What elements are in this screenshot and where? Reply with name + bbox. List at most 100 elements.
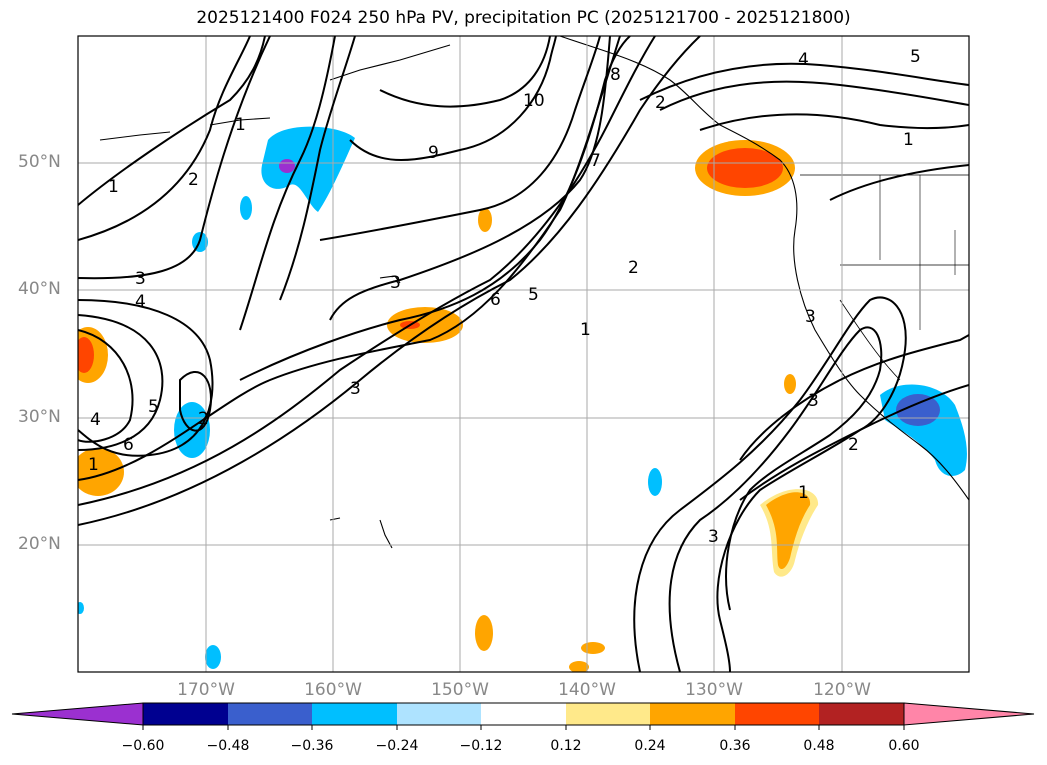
colorbar-segment [143, 703, 228, 725]
contour-label: 3 [390, 273, 401, 293]
aleutian-islands [99, 44, 451, 141]
contour-3-loop [179, 370, 212, 432]
precip-neg-small-4 [205, 645, 221, 669]
precip-blob-small-4 [569, 661, 589, 672]
precip-neg-small-5 [78, 602, 84, 614]
colorbar-tick-label: −0.36 [290, 738, 334, 754]
lon-label-120w: 120°W [813, 680, 871, 700]
contour-6-main [279, 36, 356, 301]
lat-label-30n: 30°N [18, 407, 61, 427]
precip-blob-pacific-nw-core [707, 148, 783, 188]
contour-label: 1 [88, 455, 99, 475]
state-borders [879, 175, 956, 330]
contour-label: 1 [580, 320, 591, 340]
precip-neg-small-1 [240, 196, 252, 220]
colorbar [11, 702, 1035, 730]
contour-8-main [319, 36, 601, 241]
colorbar-tick-label: 0.36 [719, 738, 751, 754]
lat-label-20n: 20°N [18, 534, 61, 554]
colorbar-segment [650, 703, 735, 725]
contour-label: 1 [108, 177, 119, 197]
contour-1-northeast [699, 113, 969, 131]
contour-label: 6 [490, 290, 501, 310]
contour-4-west [78, 299, 214, 457]
contour-5-west [78, 314, 164, 451]
colorbar-segment [735, 703, 819, 725]
contour-1-main [78, 36, 701, 526]
contour-label: 3 [808, 391, 819, 411]
lon-label-170w: 170°W [177, 680, 235, 700]
colorbar-tick-label: −0.24 [375, 738, 419, 754]
colorbar-ticks [142, 725, 905, 730]
precip-blob-west-edge-core [78, 337, 94, 373]
contour-10-main [379, 36, 551, 108]
contour-label: 2 [198, 409, 209, 429]
colorbar-tick-label: 0.60 [888, 738, 920, 754]
contour-label: 4 [798, 50, 809, 70]
baja-peninsula [839, 299, 901, 381]
colorbar-segment [312, 703, 397, 725]
colorbar-segment [566, 703, 650, 725]
precip-blob-subtropics [766, 492, 811, 570]
contour-label: 2 [848, 435, 859, 455]
colorbar-tick-label: −0.48 [206, 738, 250, 754]
contour-3-nw [78, 36, 271, 280]
contour-2-main [78, 36, 656, 506]
contour-3-subtropical-loop [633, 296, 907, 672]
colorbar-segment [228, 703, 312, 725]
precip-blob-small-2 [475, 615, 493, 651]
colorbar-segment [819, 703, 904, 725]
contour-1-nw [78, 36, 266, 206]
precip-positive-areas [78, 140, 819, 672]
colorbar-tick-label: 0.24 [634, 738, 666, 754]
contour-5-northeast [639, 62, 969, 101]
lat-label-50n: 50°N [18, 152, 61, 172]
contour-label: 4 [135, 292, 146, 312]
contour-label: 1 [903, 130, 914, 150]
colorbar-extend-high [903, 702, 1035, 726]
contour-label: 3 [805, 307, 816, 327]
contour-labels: 1 2 3 4 5 6 7 8 9 10 1 2 3 4 5 6 1 2 3 4… [88, 47, 921, 547]
contour-label: 5 [148, 397, 159, 417]
colorbar-tick-label: −0.60 [121, 738, 165, 754]
contour-label: 7 [590, 151, 601, 171]
precip-blob-small-5 [784, 374, 796, 394]
lon-label-130w: 130°W [685, 680, 743, 700]
contour-label: 3 [350, 379, 361, 399]
contour-2-east [739, 384, 969, 501]
contour-6-west [78, 329, 134, 443]
lon-label-140w: 140°W [558, 680, 616, 700]
lon-label-160w: 160°W [304, 680, 362, 700]
precip-blob-southwest [78, 448, 124, 496]
colorbar-tick-label: 0.12 [550, 738, 582, 754]
coastlines [99, 36, 969, 549]
contour-label: 1 [235, 115, 246, 135]
colorbar-segment [397, 703, 481, 725]
contour-label: 3 [135, 269, 146, 289]
contour-2-nw [78, 36, 251, 241]
contour-label: 1 [798, 483, 809, 503]
lon-label-150w: 150°W [431, 680, 489, 700]
contour-label: 10 [523, 91, 545, 111]
contour-label: 8 [610, 65, 621, 85]
map-frame [77, 35, 970, 673]
contour-1-canada [829, 164, 969, 201]
hawaiian-islands [329, 517, 393, 549]
colorbar-tick-label: 0.48 [803, 738, 835, 754]
precip-blob-small-1 [478, 208, 492, 232]
contour-7-main [329, 36, 611, 321]
contour-label: 3 [708, 527, 719, 547]
contour-label: 4 [90, 410, 101, 430]
contour-label: 5 [528, 285, 539, 305]
precip-negative-areas [78, 126, 967, 669]
contour-label: 9 [428, 143, 439, 163]
colorbar-border [142, 702, 905, 726]
pv-contours [78, 36, 969, 672]
contour-label: 6 [123, 435, 134, 455]
colorbar-extend-low [11, 702, 144, 726]
contour-2-subtropical [668, 326, 883, 672]
contour-label: 2 [655, 93, 666, 113]
contour-label: 5 [910, 47, 921, 67]
contour-4-main [239, 36, 631, 381]
contour-4-northeast [659, 80, 969, 111]
